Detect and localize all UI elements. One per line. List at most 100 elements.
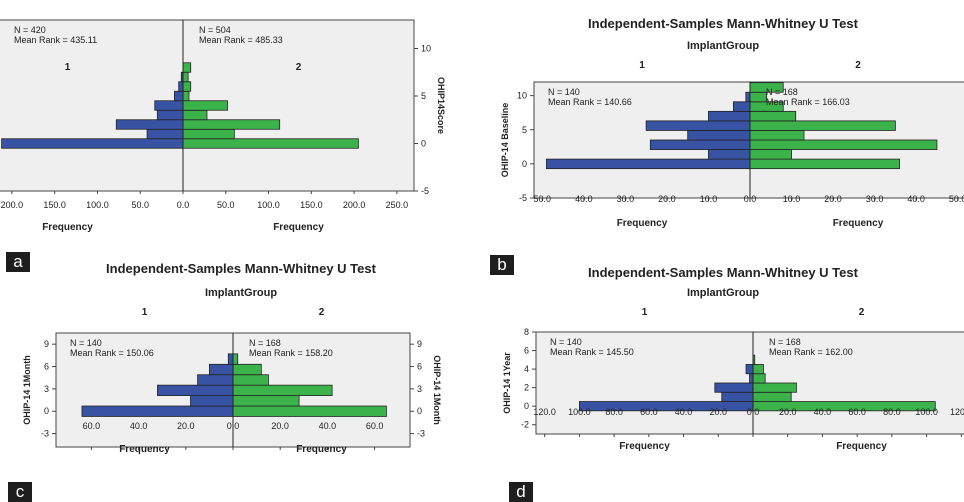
chart-panel-a: Independent-Samples Mann-Whitney U TestI… — [0, 0, 482, 272]
y-axis-label-right: OHIP14Score — [436, 77, 446, 134]
x-tick-label: 20.0 — [779, 407, 797, 417]
x-tick-label: 60.0 — [848, 407, 866, 417]
y-tick-label-right: 9 — [417, 339, 422, 349]
histogram-bar-group-2 — [749, 158, 900, 170]
histogram-bar-group-1 — [732, 101, 751, 112]
histogram-bar-group-2 — [749, 110, 797, 122]
x-tick-label: 50.0 — [217, 200, 235, 210]
x-tick-label: 30.0 — [617, 194, 635, 204]
histogram-bar-group-2 — [232, 363, 262, 376]
histogram-bar-group-2 — [232, 384, 333, 396]
histogram-bar-group-1 — [156, 109, 184, 121]
y-tick-label-left: 6 — [44, 362, 49, 372]
histogram-bar-group-2 — [182, 81, 192, 92]
y-tick-label-left: 2 — [524, 383, 529, 393]
group-variable-label: ImplantGroup — [686, 287, 760, 299]
stat-mean-rank-group-1: Mean Rank = 150.06 — [70, 348, 154, 358]
histogram-bar-group-2 — [752, 382, 797, 393]
x-tick-label: 0.0 — [744, 194, 757, 204]
x-tick-label: 120.0 — [950, 407, 964, 417]
y-tick-label-right: 10 — [421, 44, 431, 54]
group-header-1: 1 — [65, 62, 71, 73]
panel-letter-label: d — [509, 482, 533, 502]
chart-svg: -5-500551010OHIP14ScoreOHIP14Score250.02… — [0, 19, 446, 233]
group-header-1: 1 — [642, 307, 648, 318]
x-tick-label: 20.0 — [271, 421, 289, 431]
stat-mean-rank-group-2: Mean Rank = 485.33 — [199, 35, 283, 45]
x-tick-label: 60.0 — [366, 421, 384, 431]
histogram-bar-group-1 — [174, 90, 184, 102]
panel-letter-label: c — [8, 482, 32, 502]
y-tick-label-left: 10 — [517, 91, 527, 101]
stat-mean-rank-group-2: Mean Rank = 158.20 — [249, 348, 333, 358]
x-tick-label: 10.0 — [783, 194, 801, 204]
x-tick-label: 40.0 — [675, 407, 693, 417]
y-tick-label-left: 6 — [524, 346, 529, 356]
histogram-bar-group-2 — [752, 364, 764, 375]
y-tick-label-left: 0 — [522, 159, 527, 169]
group-variable-label: ImplantGroup — [204, 287, 278, 299]
x-tick-label: 80.0 — [883, 407, 901, 417]
x-tick-label: 200.0 — [343, 200, 366, 210]
x-tick-label: 250.0 — [386, 200, 409, 210]
chart-panel-d: Independent-Samples Mann-Whitney U Test I… — [482, 249, 964, 502]
chart-panel-c: Independent-Samples Mann-Whitney U Test I… — [0, 249, 482, 502]
x-tick-label: 20.0 — [177, 421, 195, 431]
x-tick-label: 100.0 — [257, 200, 280, 210]
y-axis-label-left: OHIP-14 Baseline — [500, 103, 510, 178]
histogram-bar-group-1 — [687, 130, 751, 141]
histogram-bar-group-1 — [227, 353, 234, 365]
stat-n-group-1: N = 140 — [550, 337, 582, 347]
y-tick-label-left: -2 — [521, 420, 529, 430]
x-tick-label: 40.0 — [130, 421, 148, 431]
x-tick-label: 60.0 — [83, 421, 101, 431]
stat-mean-rank-group-1: Mean Rank = 145.50 — [550, 347, 634, 357]
chart-svg: -3 -3 0 0 3 3 6 6 9 9 OHIP-14 1Month OHIP-14 1Month… — [22, 307, 442, 455]
histogram-bar-group-1 — [146, 128, 184, 140]
x-tick-label: 20.0 — [710, 407, 728, 417]
stat-n-group-2: N = 168 — [769, 337, 801, 347]
stat-n-group-2: N = 168 — [249, 338, 281, 348]
x-tick-label: 80.0 — [605, 407, 623, 417]
x-tick-label: 20.0 — [658, 194, 676, 204]
x-axis-label: Frequency — [619, 441, 670, 452]
x-axis-label: Frequency — [42, 222, 93, 233]
x-tick-label: 100.0 — [86, 200, 109, 210]
stat-mean-rank-group-2: Mean Rank = 162.00 — [769, 347, 853, 357]
x-axis-label: Frequency — [617, 218, 668, 229]
chart-title: Independent-Samples Mann-Whitney U Test — [588, 265, 858, 280]
x-tick-label: 40.0 — [814, 407, 832, 417]
x-tick-label: 10.0 — [700, 194, 718, 204]
histogram-bar-group-1 — [1, 138, 184, 149]
y-tick-label-right: 5 — [421, 91, 426, 101]
x-axis-label: Frequency — [836, 441, 887, 452]
group-header-1: 1 — [142, 307, 148, 318]
stat-mean-rank-group-2: Mean Rank = 166.03 — [766, 97, 850, 107]
x-tick-label: 30.0 — [866, 194, 884, 204]
x-tick-label: 0.0 — [177, 200, 190, 210]
y-tick-label-left: 3 — [44, 384, 49, 394]
histogram-bar-group-1 — [649, 139, 751, 150]
histogram-bar-group-2 — [182, 90, 190, 102]
histogram-bar-group-2 — [749, 149, 792, 160]
histogram-bar-group-1 — [745, 91, 751, 103]
histogram-bar-group-1 — [197, 374, 234, 386]
histogram-bar-group-2 — [749, 130, 805, 141]
y-tick-label-right: 3 — [417, 384, 422, 394]
stat-mean-rank-group-1: Mean Rank = 140.66 — [548, 97, 632, 107]
histogram-bar-group-1 — [208, 363, 234, 376]
x-tick-label: 60.0 — [640, 407, 658, 417]
x-tick-label: 150.0 — [43, 200, 66, 210]
histogram-bar-group-2 — [182, 119, 281, 130]
y-tick-label-left: 4 — [524, 364, 529, 374]
y-axis-label-right: OHIP-14 1Month — [432, 355, 442, 425]
group-header-2: 2 — [319, 307, 325, 318]
chart-svg: -2-20022446688OHIP-14 1YearOHIP-14 1Year… — [502, 307, 964, 452]
group-header-2: 2 — [296, 62, 302, 73]
group-header-2: 2 — [855, 60, 861, 71]
histogram-bar-group-1 — [154, 100, 184, 111]
histogram-bar-group-2 — [182, 138, 359, 149]
histogram-bar-group-1 — [178, 81, 184, 92]
group-variable-label: ImplantGroup — [686, 40, 760, 52]
x-axis-label: Frequency — [296, 444, 347, 455]
